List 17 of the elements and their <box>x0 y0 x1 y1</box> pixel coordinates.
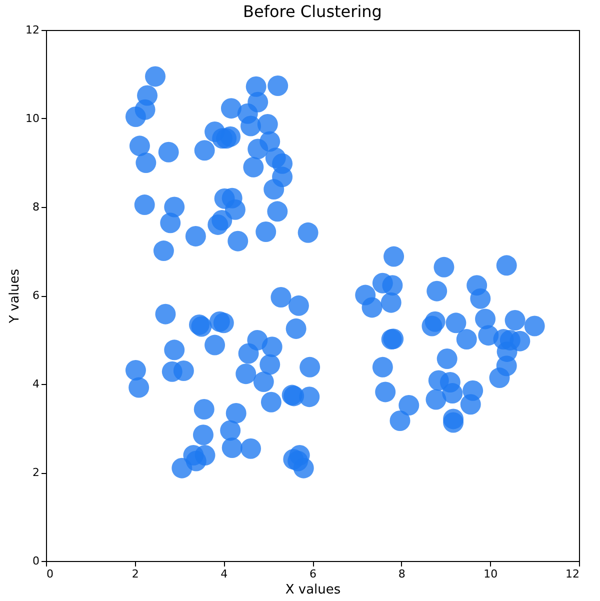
y-tick-label: 2 <box>32 466 40 479</box>
y-tick-label: 0 <box>32 554 40 568</box>
x-tick-label: 10 <box>484 568 498 580</box>
y-tick-label: 8 <box>32 200 40 214</box>
y-tick-label: 6 <box>32 289 40 302</box>
y-tick-label: 12 <box>26 24 40 36</box>
x-tick-label: 2 <box>132 568 139 580</box>
y-axis-title: Y values <box>8 268 23 324</box>
x-tick-label: 8 <box>398 568 406 580</box>
y-tick-label: 10 <box>26 112 40 125</box>
x-tick-label: 4 <box>220 568 228 580</box>
x-axis-title: X values <box>285 582 341 598</box>
x-tick-label: 12 <box>566 568 580 580</box>
x-tick-label: 0 <box>46 568 54 580</box>
y-tick-label: 4 <box>32 378 40 390</box>
x-tick-label: 6 <box>310 568 316 580</box>
chart-title: Before Clustering <box>243 2 382 21</box>
